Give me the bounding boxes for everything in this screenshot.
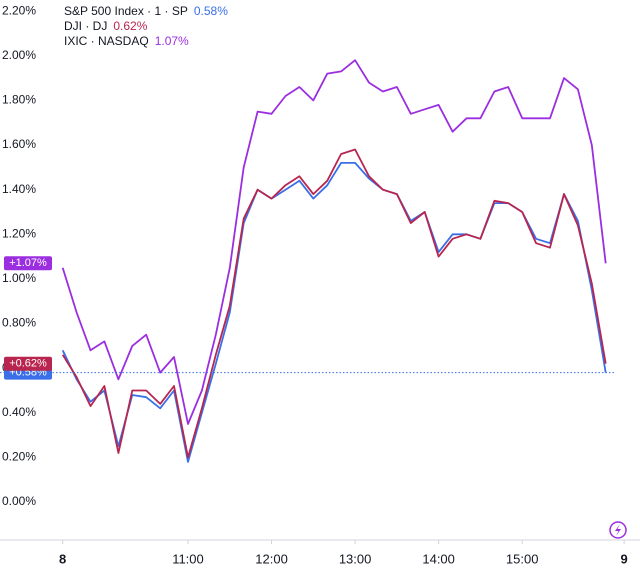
y-tick-label: 1.80% (2, 93, 36, 107)
legend-entry: IXIC · NASDAQ 1.07% (64, 34, 189, 48)
y-tick-label: 0.00% (2, 494, 36, 508)
legend-name: S&P 500 Index · 1 · SP (64, 4, 188, 18)
price-tag: +0.62% (4, 356, 52, 371)
x-tick-label: 11:00 (172, 551, 204, 566)
price-tag: +1.07% (4, 256, 52, 271)
y-tick-label: 1.20% (2, 226, 36, 240)
y-tick-label: 1.60% (2, 137, 36, 151)
y-tick-label: 0.40% (2, 405, 36, 419)
x-tick-label: 12:00 (255, 551, 288, 566)
legend-name: IXIC · NASDAQ (64, 34, 149, 48)
y-tick-label: 2.00% (2, 48, 36, 62)
legend-value: 0.62% (113, 19, 147, 33)
series-line (61, 162, 607, 463)
y-tick-label: 1.40% (2, 182, 36, 196)
legend-entry: DJI · DJ 0.62% (64, 19, 148, 33)
x-tick-label: 13:00 (339, 551, 372, 566)
series-line (61, 148, 607, 459)
price-tag-bg (4, 356, 52, 371)
price-tag-bg (4, 256, 52, 271)
legend-value: 1.07% (155, 34, 189, 48)
legend-name: DJI · DJ (64, 19, 107, 33)
y-tick-label: 0.20% (2, 450, 36, 464)
price-tag-label: +0.62% (9, 358, 47, 370)
legend-entry: S&P 500 Index · 1 · SP 0.58% (64, 4, 228, 18)
series-line (61, 59, 607, 425)
y-tick-label: 0.80% (2, 316, 36, 330)
y-tick-label: 2.20% (2, 3, 36, 17)
x-tick-label: 8 (59, 551, 66, 566)
x-tick-label: 9 (621, 551, 628, 566)
x-tick-label: 14:00 (422, 551, 455, 566)
legend-value: 0.58% (194, 4, 228, 18)
x-tick-label: 15:00 (506, 551, 539, 566)
bolt-icon[interactable] (609, 521, 627, 539)
y-tick-label: 1.00% (2, 271, 36, 285)
price-tag-label: +1.07% (9, 257, 47, 269)
